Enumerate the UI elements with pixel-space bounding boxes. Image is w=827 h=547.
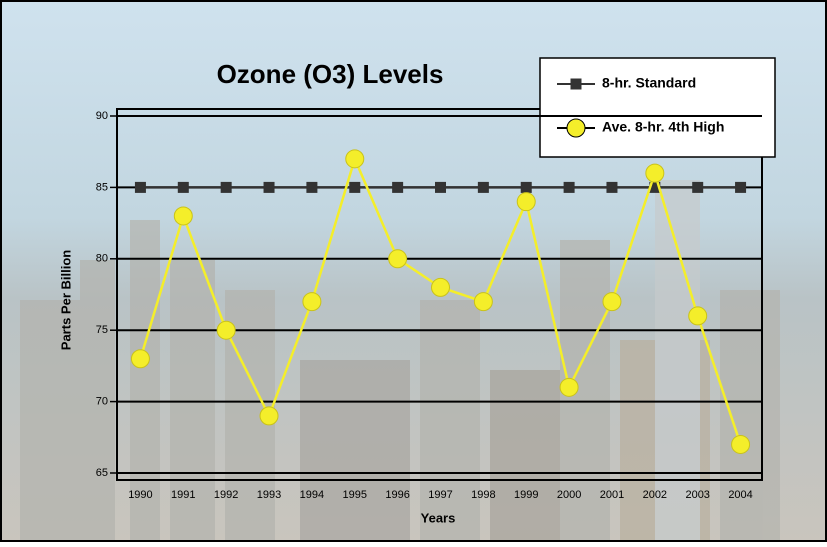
y-tick-label: 65 [96, 467, 108, 479]
marker [349, 181, 361, 193]
x-tick-label: 1992 [214, 489, 238, 501]
y-tick-label: 85 [96, 181, 108, 193]
marker [220, 181, 232, 193]
marker [692, 181, 704, 193]
marker [392, 181, 404, 193]
y-tick-label: 70 [96, 396, 108, 408]
marker [477, 181, 489, 193]
marker [516, 192, 536, 212]
marker [735, 181, 747, 193]
x-tick-label: 1996 [385, 489, 409, 501]
marker [559, 377, 579, 397]
x-tick-label: 2001 [600, 489, 624, 501]
marker [130, 349, 150, 369]
x-tick-label: 1999 [514, 489, 538, 501]
x-tick-label: 1991 [171, 489, 195, 501]
marker [606, 181, 618, 193]
x-tick-label: 2003 [685, 489, 709, 501]
x-tick-label: 1995 [343, 489, 367, 501]
marker [473, 292, 493, 312]
marker [345, 149, 365, 169]
y-tick-label: 90 [96, 110, 108, 122]
y-axis-label: Parts Per Billion [58, 250, 73, 350]
x-tick-label: 1994 [300, 489, 324, 501]
legend: 8-hr. Standard Ave. 8-hr. 4th High [539, 57, 776, 158]
marker [520, 181, 532, 193]
plot-frame [116, 108, 763, 481]
marker [259, 406, 279, 426]
marker [435, 181, 446, 193]
legend-box [539, 57, 776, 158]
marker [731, 434, 751, 454]
y-tick-label: 80 [96, 253, 108, 265]
marker [177, 181, 189, 193]
legend-marker [566, 118, 586, 138]
marker [649, 181, 661, 193]
x-tick-label: 1998 [471, 489, 495, 501]
x-tick-label: 2000 [557, 489, 581, 501]
marker [645, 163, 665, 183]
x-tick-label: 2002 [643, 489, 667, 501]
marker [263, 181, 275, 193]
marker [602, 292, 622, 312]
marker [306, 181, 318, 193]
marker [302, 292, 322, 312]
x-tick-label: 2004 [728, 489, 752, 501]
x-tick-label: 1990 [128, 489, 152, 501]
x-tick-label: 1993 [257, 489, 281, 501]
marker [173, 206, 193, 226]
marker [563, 181, 575, 193]
legend-marker [570, 78, 582, 90]
marker [688, 306, 708, 326]
y-tick-label: 75 [96, 324, 108, 336]
legend-label: 8-hr. Standard [602, 75, 696, 91]
marker [134, 181, 146, 193]
marker [388, 249, 408, 269]
marker [216, 320, 236, 340]
marker [431, 277, 450, 297]
x-tick-label: 1997 [428, 489, 452, 501]
legend-label: Ave. 8-hr. 4th High [602, 119, 724, 135]
x-axis-label: Years [421, 510, 456, 525]
chart-title: Ozone (O3) Levels [217, 59, 444, 89]
